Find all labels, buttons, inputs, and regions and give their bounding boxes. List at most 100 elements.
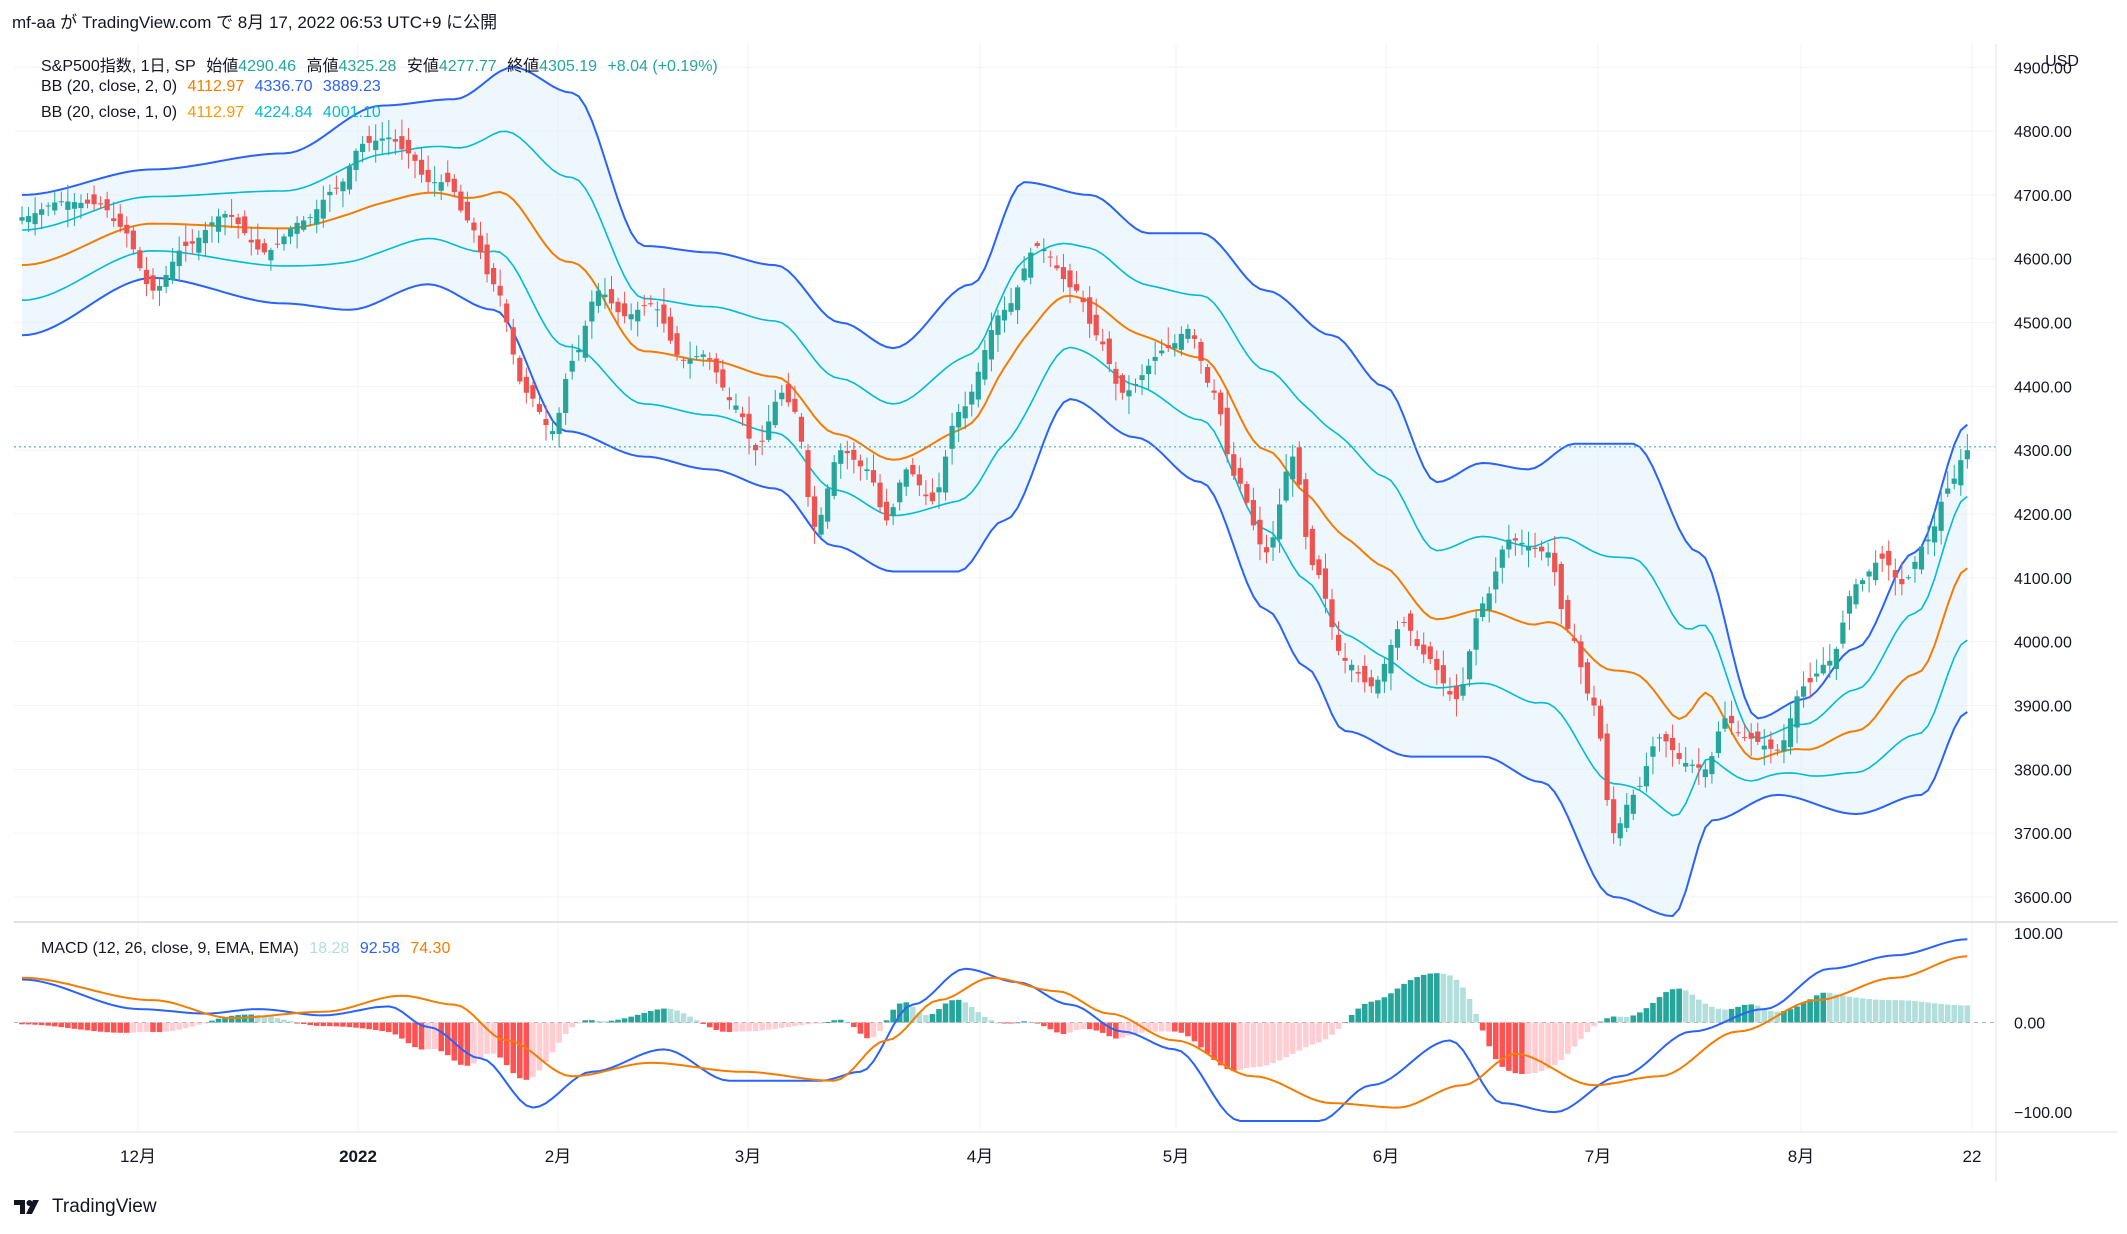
macd-histogram-bar [1538, 1022, 1545, 1072]
price-tick-label: 4200.00 [2014, 507, 2072, 524]
candle-body [1001, 309, 1008, 321]
candle-body [1486, 593, 1492, 611]
candle-body [1349, 664, 1355, 671]
candle-body [1309, 528, 1315, 566]
candle-body [183, 241, 189, 246]
candle-body [1709, 756, 1715, 775]
macd-histogram-bar [1964, 1005, 1971, 1023]
candle-body [1087, 297, 1093, 324]
time-tick-label: 2月 [545, 1147, 571, 1166]
chart-frame: USD 4900.00 4800.00 4700.00 4600.00 4500.00 4… [14, 44, 2118, 1182]
macd-hist-value: 18.28 [309, 940, 350, 957]
macd-histogram-bar [549, 1022, 556, 1053]
candle-body [438, 182, 444, 191]
macd-histogram-bar [857, 1022, 864, 1034]
candle-body [805, 450, 811, 498]
macd-histogram-bar [1309, 1022, 1316, 1045]
candle-body [792, 398, 798, 412]
candle-body [1768, 739, 1774, 749]
candle-body [798, 416, 805, 442]
candle-body [694, 356, 700, 358]
macd-histogram-bar [412, 1022, 418, 1048]
candle-body [1362, 665, 1368, 683]
macd-histogram-bar [405, 1022, 412, 1044]
candle-body [1047, 256, 1053, 258]
macd-histogram-bar [143, 1022, 150, 1032]
candle-body [1394, 629, 1401, 648]
candle-body [255, 239, 261, 250]
macd-histogram-bar [1709, 1006, 1715, 1023]
macd-histogram-bar [458, 1022, 464, 1065]
macd-histogram-bar [431, 1022, 438, 1050]
candle-body [1597, 705, 1604, 739]
price-tick-label: 3700.00 [2014, 826, 2072, 843]
macd-histogram-bar [733, 1022, 739, 1032]
macd-histogram-bar [1519, 1022, 1525, 1074]
macd-histogram-bar [1820, 992, 1827, 1023]
symbol-label: S&P500指数, 1日, SP [41, 58, 196, 75]
macd-histogram-bar [1787, 1009, 1794, 1023]
macd-histogram-bar [1237, 1022, 1244, 1070]
macd-histogram-bar [1427, 973, 1434, 1023]
macd-histogram-bar [1283, 1022, 1289, 1058]
candle-body [1702, 769, 1708, 778]
macd-histogram-bar [1388, 993, 1394, 1023]
candle-body [1329, 599, 1335, 628]
chart-canvas[interactable]: USD 4900.004800.004700.004600.004500.004… [14, 44, 2118, 1182]
macd-histogram-bar [1099, 1022, 1106, 1033]
candle-body [314, 209, 320, 225]
macd-histogram-bar [595, 1021, 602, 1023]
candle-body [1257, 519, 1263, 545]
macd-histogram-bar [1316, 1022, 1322, 1043]
macd-histogram-bar [798, 1022, 805, 1026]
candle-body [1787, 718, 1794, 748]
macd-histogram-bar [477, 1022, 484, 1059]
candle-body [1748, 732, 1754, 739]
candle-body [589, 301, 595, 322]
candle-body [1126, 390, 1132, 397]
candle-body [1670, 737, 1676, 751]
macd-histogram-bar [196, 1022, 202, 1025]
low-label: 安値 [406, 58, 439, 75]
candle-body [1663, 734, 1669, 742]
macd-histogram-bar [621, 1018, 628, 1023]
macd-histogram-bar [484, 1022, 490, 1054]
macd-histogram-bar [1768, 1010, 1774, 1023]
macd-histogram-bar [1754, 1005, 1761, 1023]
bb1-upper-line [21, 130, 1968, 740]
macd-histogram-bar [608, 1020, 615, 1023]
macd-histogram-bar [929, 1013, 936, 1023]
candle-body [1244, 484, 1250, 503]
macd-histogram-bar [720, 1022, 726, 1032]
macd-histogram-bar [765, 1022, 772, 1030]
candle-body [1080, 297, 1086, 303]
candle-body [1565, 599, 1571, 629]
candle-body [1925, 539, 1931, 542]
macd-histogram-bar [209, 1020, 215, 1023]
candle-body [556, 412, 562, 435]
candle-body [1480, 603, 1486, 618]
candle-body [1735, 732, 1741, 734]
change-value: +8.04 (+0.19%) [607, 58, 718, 75]
macd-histogram-bar [1800, 1003, 1807, 1023]
candle-body [301, 220, 307, 230]
candle-body [143, 269, 150, 285]
footer[interactable]: TradingView [14, 1196, 157, 1218]
macd-histogram-bar [772, 1022, 779, 1029]
time-tick-label: 8月 [1788, 1147, 1814, 1166]
candle-body [949, 425, 955, 449]
candle-body [1204, 367, 1211, 383]
macd-histogram-bar [281, 1019, 287, 1023]
macd-histogram-bar [1774, 1011, 1781, 1023]
macd-histogram-bar [530, 1022, 536, 1078]
macd-histogram-bar [1152, 1022, 1158, 1032]
macd-histogram-bar [582, 1020, 589, 1023]
candle-body [432, 182, 438, 184]
candle-body [851, 449, 857, 460]
macd-histogram-bar [1682, 990, 1689, 1023]
candle-body [1414, 639, 1420, 647]
macd-histogram-bar [65, 1022, 71, 1028]
candle-body [1689, 764, 1695, 766]
candle-body [189, 241, 195, 244]
macd-histogram-bar [1499, 1022, 1506, 1067]
